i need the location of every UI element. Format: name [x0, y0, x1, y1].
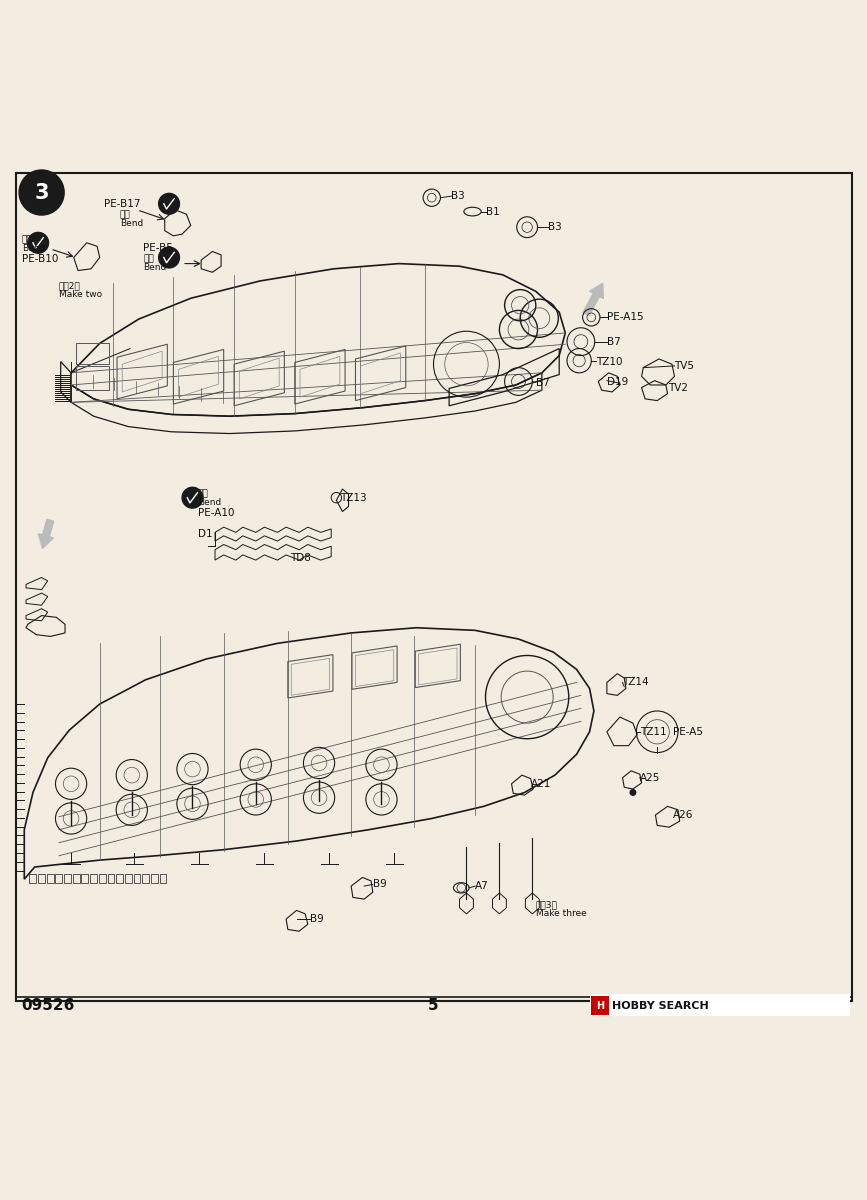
Text: Bend: Bend [120, 220, 143, 228]
Text: 制作2組: 制作2組 [59, 282, 81, 290]
Text: Make three: Make three [536, 910, 587, 918]
Text: A7: A7 [475, 881, 489, 892]
Text: B3: B3 [451, 191, 465, 200]
Circle shape [19, 170, 64, 215]
Text: TZ13: TZ13 [340, 493, 367, 503]
Text: A25: A25 [640, 773, 661, 782]
Text: 5: 5 [428, 998, 439, 1013]
Text: 3: 3 [35, 182, 49, 203]
FancyArrow shape [38, 520, 54, 548]
Text: B7: B7 [536, 378, 550, 389]
Text: A21: A21 [531, 779, 551, 788]
Circle shape [182, 487, 203, 508]
Text: 弯曲: 弯曲 [143, 254, 153, 264]
Text: PE-A5: PE-A5 [673, 727, 703, 737]
Text: B7: B7 [607, 337, 621, 347]
Text: Bend: Bend [198, 498, 221, 508]
Text: B1: B1 [486, 206, 499, 216]
Text: B9: B9 [373, 880, 387, 889]
Text: PE-B17: PE-B17 [104, 199, 140, 209]
Text: A26: A26 [673, 810, 694, 820]
Text: Make two: Make two [59, 290, 102, 299]
Text: TV2: TV2 [668, 383, 688, 392]
FancyArrow shape [583, 283, 603, 316]
Text: HOBBY SEARCH: HOBBY SEARCH [612, 1001, 709, 1010]
Text: H: H [596, 1001, 604, 1010]
Text: TD8: TD8 [290, 553, 311, 563]
Text: 制作3組: 制作3組 [536, 901, 557, 910]
Text: D1: D1 [198, 529, 212, 539]
Circle shape [629, 790, 636, 796]
Text: PE-B5: PE-B5 [143, 242, 173, 253]
Text: 弯曲: 弯曲 [22, 235, 32, 245]
Text: PE-A10: PE-A10 [198, 509, 234, 518]
Text: 09526: 09526 [22, 998, 75, 1013]
Text: PE-B10: PE-B10 [22, 254, 58, 264]
Circle shape [28, 233, 49, 253]
Text: 弯曲: 弯曲 [198, 490, 208, 499]
Text: B3: B3 [548, 222, 562, 232]
Text: TZ10: TZ10 [596, 356, 623, 366]
Text: 弯曲: 弯曲 [120, 210, 130, 220]
Text: Bend: Bend [22, 245, 45, 253]
Text: B9: B9 [310, 914, 324, 924]
Text: TZ14: TZ14 [623, 677, 649, 688]
Circle shape [159, 193, 179, 214]
Circle shape [159, 247, 179, 268]
Text: TV5: TV5 [675, 361, 694, 371]
FancyBboxPatch shape [590, 995, 850, 1016]
Text: PE-A15: PE-A15 [607, 312, 643, 323]
Text: Bend: Bend [143, 264, 166, 272]
FancyBboxPatch shape [591, 996, 609, 1015]
Text: TZ11: TZ11 [640, 727, 667, 737]
Text: D19: D19 [607, 377, 629, 386]
